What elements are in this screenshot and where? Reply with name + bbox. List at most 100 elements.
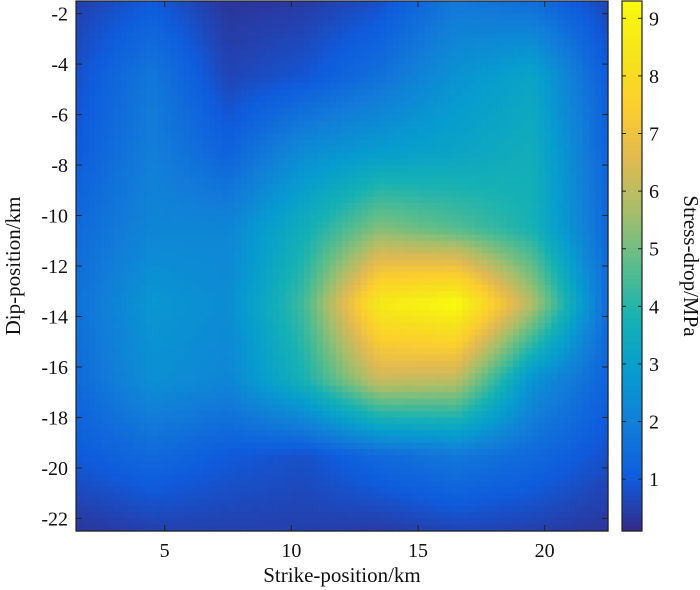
heatmap-cell [437, 19, 444, 27]
heatmap-cell [418, 70, 425, 78]
heatmap-cell [399, 266, 406, 273]
heatmap-cell [405, 316, 413, 324]
heatmap-cell [234, 228, 242, 236]
heatmap-cell [494, 196, 501, 204]
heatmap-cell [386, 19, 394, 27]
heatmap-cell [120, 348, 128, 355]
heatmap-cell [595, 291, 603, 299]
heatmap-cell [101, 253, 109, 261]
heatmap-cell [95, 19, 102, 27]
heatmap-cell [145, 1, 153, 8]
heatmap-cell [551, 177, 558, 185]
heatmap-cell [487, 341, 495, 349]
heatmap-cell [557, 297, 565, 305]
heatmap-cell [234, 139, 242, 147]
heatmap-cell [304, 26, 311, 34]
heatmap-cell [551, 278, 558, 286]
heatmap-cell [183, 373, 191, 381]
heatmap-cell [183, 70, 191, 78]
heatmap-cell [152, 310, 159, 318]
heatmap-cell [278, 1, 286, 8]
heatmap-cell [145, 152, 153, 160]
heatmap-cell [487, 202, 495, 210]
heatmap-cell [209, 114, 216, 122]
heatmap-cell [323, 272, 330, 280]
heatmap-cell [354, 253, 362, 261]
heatmap-cell [538, 348, 546, 355]
heatmap-cell [177, 70, 185, 78]
heatmap-cell [449, 228, 457, 236]
heatmap-cell [228, 38, 235, 46]
heatmap-cell [304, 158, 311, 166]
heatmap-cell [297, 152, 305, 160]
heatmap-cell [430, 70, 438, 78]
heatmap-cell [304, 177, 311, 185]
heatmap-cell [411, 247, 419, 254]
heatmap-cell [392, 278, 400, 286]
heatmap-cell [601, 108, 609, 116]
heatmap-cell [82, 165, 90, 172]
heatmap-cell [418, 171, 425, 179]
heatmap-cell [272, 133, 280, 141]
heatmap-cell [285, 322, 292, 330]
heatmap-cell [247, 13, 254, 21]
heatmap-cell [449, 322, 457, 330]
heatmap-cell [329, 360, 337, 368]
heatmap-cell [82, 253, 90, 261]
heatmap-cell [171, 310, 178, 318]
heatmap-cell [468, 240, 476, 248]
heatmap-cell [88, 266, 96, 273]
heatmap-cell [487, 316, 495, 324]
heatmap-cell [291, 120, 299, 128]
heatmap-cell [373, 108, 381, 116]
heatmap-cell [202, 316, 210, 324]
heatmap-cell [164, 19, 172, 27]
heatmap-cell [462, 221, 470, 229]
heatmap-cell [114, 51, 121, 59]
heatmap-cell [538, 303, 546, 311]
heatmap-cell [139, 266, 147, 273]
heatmap-cell [342, 38, 349, 46]
heatmap-cell [475, 196, 482, 204]
heatmap-cell [183, 284, 191, 292]
heatmap-cell [367, 335, 375, 343]
heatmap-cell [304, 133, 311, 141]
heatmap-cell [323, 196, 330, 204]
heatmap-cell [576, 133, 584, 141]
heatmap-cell [430, 57, 438, 65]
heatmap-cell [88, 120, 96, 128]
heatmap-cell [304, 45, 311, 53]
heatmap-cell [323, 114, 330, 122]
heatmap-cell [519, 158, 527, 166]
heatmap-cell [101, 341, 109, 349]
heatmap-cell [285, 108, 292, 116]
heatmap-cell [272, 303, 280, 311]
heatmap-cell [133, 221, 140, 229]
heatmap-cell [538, 272, 546, 280]
heatmap-cell [297, 360, 305, 368]
heatmap-cell [380, 152, 387, 160]
heatmap-cell [247, 171, 254, 179]
heatmap-cell [259, 133, 267, 141]
heatmap-cell [589, 284, 596, 292]
heatmap-cell [107, 310, 115, 318]
heatmap-cell [468, 7, 476, 15]
heatmap-cell [399, 76, 406, 84]
heatmap-cell [190, 322, 197, 330]
heatmap-cell [500, 76, 508, 84]
heatmap-cell [120, 360, 128, 368]
heatmap-cell [329, 322, 337, 330]
heatmap-cell [601, 335, 609, 343]
heatmap-cell [82, 341, 90, 349]
heatmap-cell [215, 234, 223, 242]
heatmap-cell [323, 310, 330, 318]
heatmap-cell [323, 322, 330, 330]
heatmap-cell [399, 13, 406, 21]
heatmap-cell [209, 259, 216, 267]
heatmap-cell [152, 152, 159, 160]
heatmap-cell [114, 366, 121, 374]
heatmap-cell [468, 278, 476, 286]
heatmap-cell [82, 76, 90, 84]
heatmap-cell [133, 247, 140, 254]
heatmap-cell [259, 114, 267, 122]
